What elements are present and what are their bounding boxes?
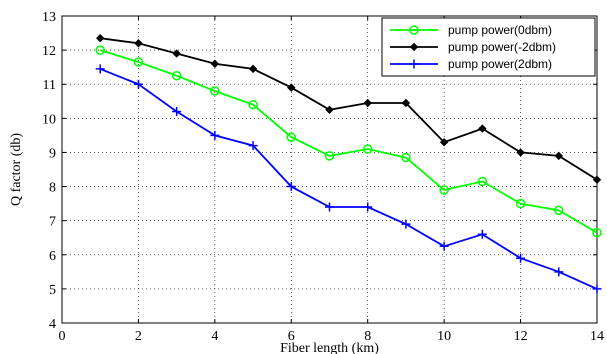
data-point <box>516 253 526 263</box>
data-point <box>592 227 602 238</box>
data-point <box>439 138 449 147</box>
data-point <box>554 205 564 216</box>
x-tick-label: 8 <box>364 329 371 344</box>
legend-label: pump power(2dbm) <box>448 57 552 71</box>
data-point <box>363 98 372 108</box>
x-tick-label: 10 <box>437 329 451 344</box>
data-point <box>401 152 411 163</box>
x-tick-label: 6 <box>288 329 295 344</box>
data-point <box>287 83 296 92</box>
x-tick-label: 14 <box>590 329 604 344</box>
data-point <box>134 39 143 48</box>
data-point <box>439 241 449 251</box>
series-plus <box>95 64 602 294</box>
series-line <box>100 37 598 181</box>
legend-label: pump power(-2dbm) <box>448 40 556 54</box>
data-point <box>286 182 296 192</box>
data-point <box>248 99 258 110</box>
data-point <box>363 202 373 212</box>
axis-ticks: 0 2 4 6 8 10 12 14 4 5 6 7 8 9 10 11 12 13 <box>42 10 604 344</box>
data-point <box>325 105 334 115</box>
data-point <box>592 284 602 294</box>
legend-marker <box>409 25 419 35</box>
legend-item: pump power(0dbm) <box>390 23 552 37</box>
y-tick-label: 13 <box>42 10 56 25</box>
data-point <box>248 64 258 74</box>
data-point <box>95 64 105 74</box>
data-point <box>554 151 563 161</box>
data-point <box>401 219 411 229</box>
legend-marker <box>409 59 419 69</box>
data-point <box>554 267 564 277</box>
data-point <box>401 98 411 108</box>
data-point <box>362 144 373 154</box>
y-tick-label: 12 <box>42 44 56 59</box>
x-tick-label: 0 <box>59 329 66 344</box>
y-tick-label: 9 <box>49 146 56 161</box>
data-point <box>210 130 220 140</box>
data-point <box>172 107 182 117</box>
series-diamond <box>96 33 602 184</box>
data-point <box>133 57 144 67</box>
legend-marker <box>409 42 419 52</box>
data-point <box>172 49 181 58</box>
data-point <box>210 86 220 96</box>
y-tick-label: 6 <box>49 249 56 264</box>
data-point <box>95 45 105 55</box>
data-point <box>325 202 334 212</box>
data-point <box>592 175 602 184</box>
data-point <box>515 198 526 209</box>
data-point <box>324 151 335 161</box>
y-tick-label: 10 <box>42 112 56 127</box>
data-point <box>133 79 143 89</box>
data-point <box>477 176 488 187</box>
data-point <box>171 70 182 81</box>
legend: pump power(0dbm) pump power(-2dbm) pump po… <box>381 17 596 77</box>
x-tick-label: 4 <box>211 329 218 344</box>
legend-item: pump power(2dbm) <box>390 57 552 71</box>
x-tick-label: 12 <box>514 329 528 344</box>
y-tick-label: 11 <box>43 78 56 93</box>
x-axis-label: Fiber length (km) <box>280 341 379 354</box>
data-point <box>96 33 105 43</box>
legend-item: pump power(-2dbm) <box>390 40 556 54</box>
y-tick-label: 8 <box>49 181 56 196</box>
series-layer <box>95 33 602 294</box>
data-point <box>439 185 449 195</box>
y-axis-label: Q factor (db) <box>9 133 24 206</box>
y-tick-label: 5 <box>49 283 56 298</box>
y-tick-label: 4 <box>49 317 56 332</box>
x-tick-label: 2 <box>135 329 142 344</box>
y-tick-label: 7 <box>49 215 56 230</box>
data-point <box>286 132 297 142</box>
series-line <box>99 49 598 234</box>
data-point <box>478 124 487 133</box>
legend-label: pump power(0dbm) <box>448 23 552 37</box>
data-point <box>477 229 487 239</box>
data-point <box>210 59 220 68</box>
series-line <box>99 68 598 290</box>
plot-area-frame <box>61 15 598 324</box>
data-point <box>516 148 525 157</box>
series-circle <box>95 45 602 238</box>
data-point <box>248 141 258 151</box>
